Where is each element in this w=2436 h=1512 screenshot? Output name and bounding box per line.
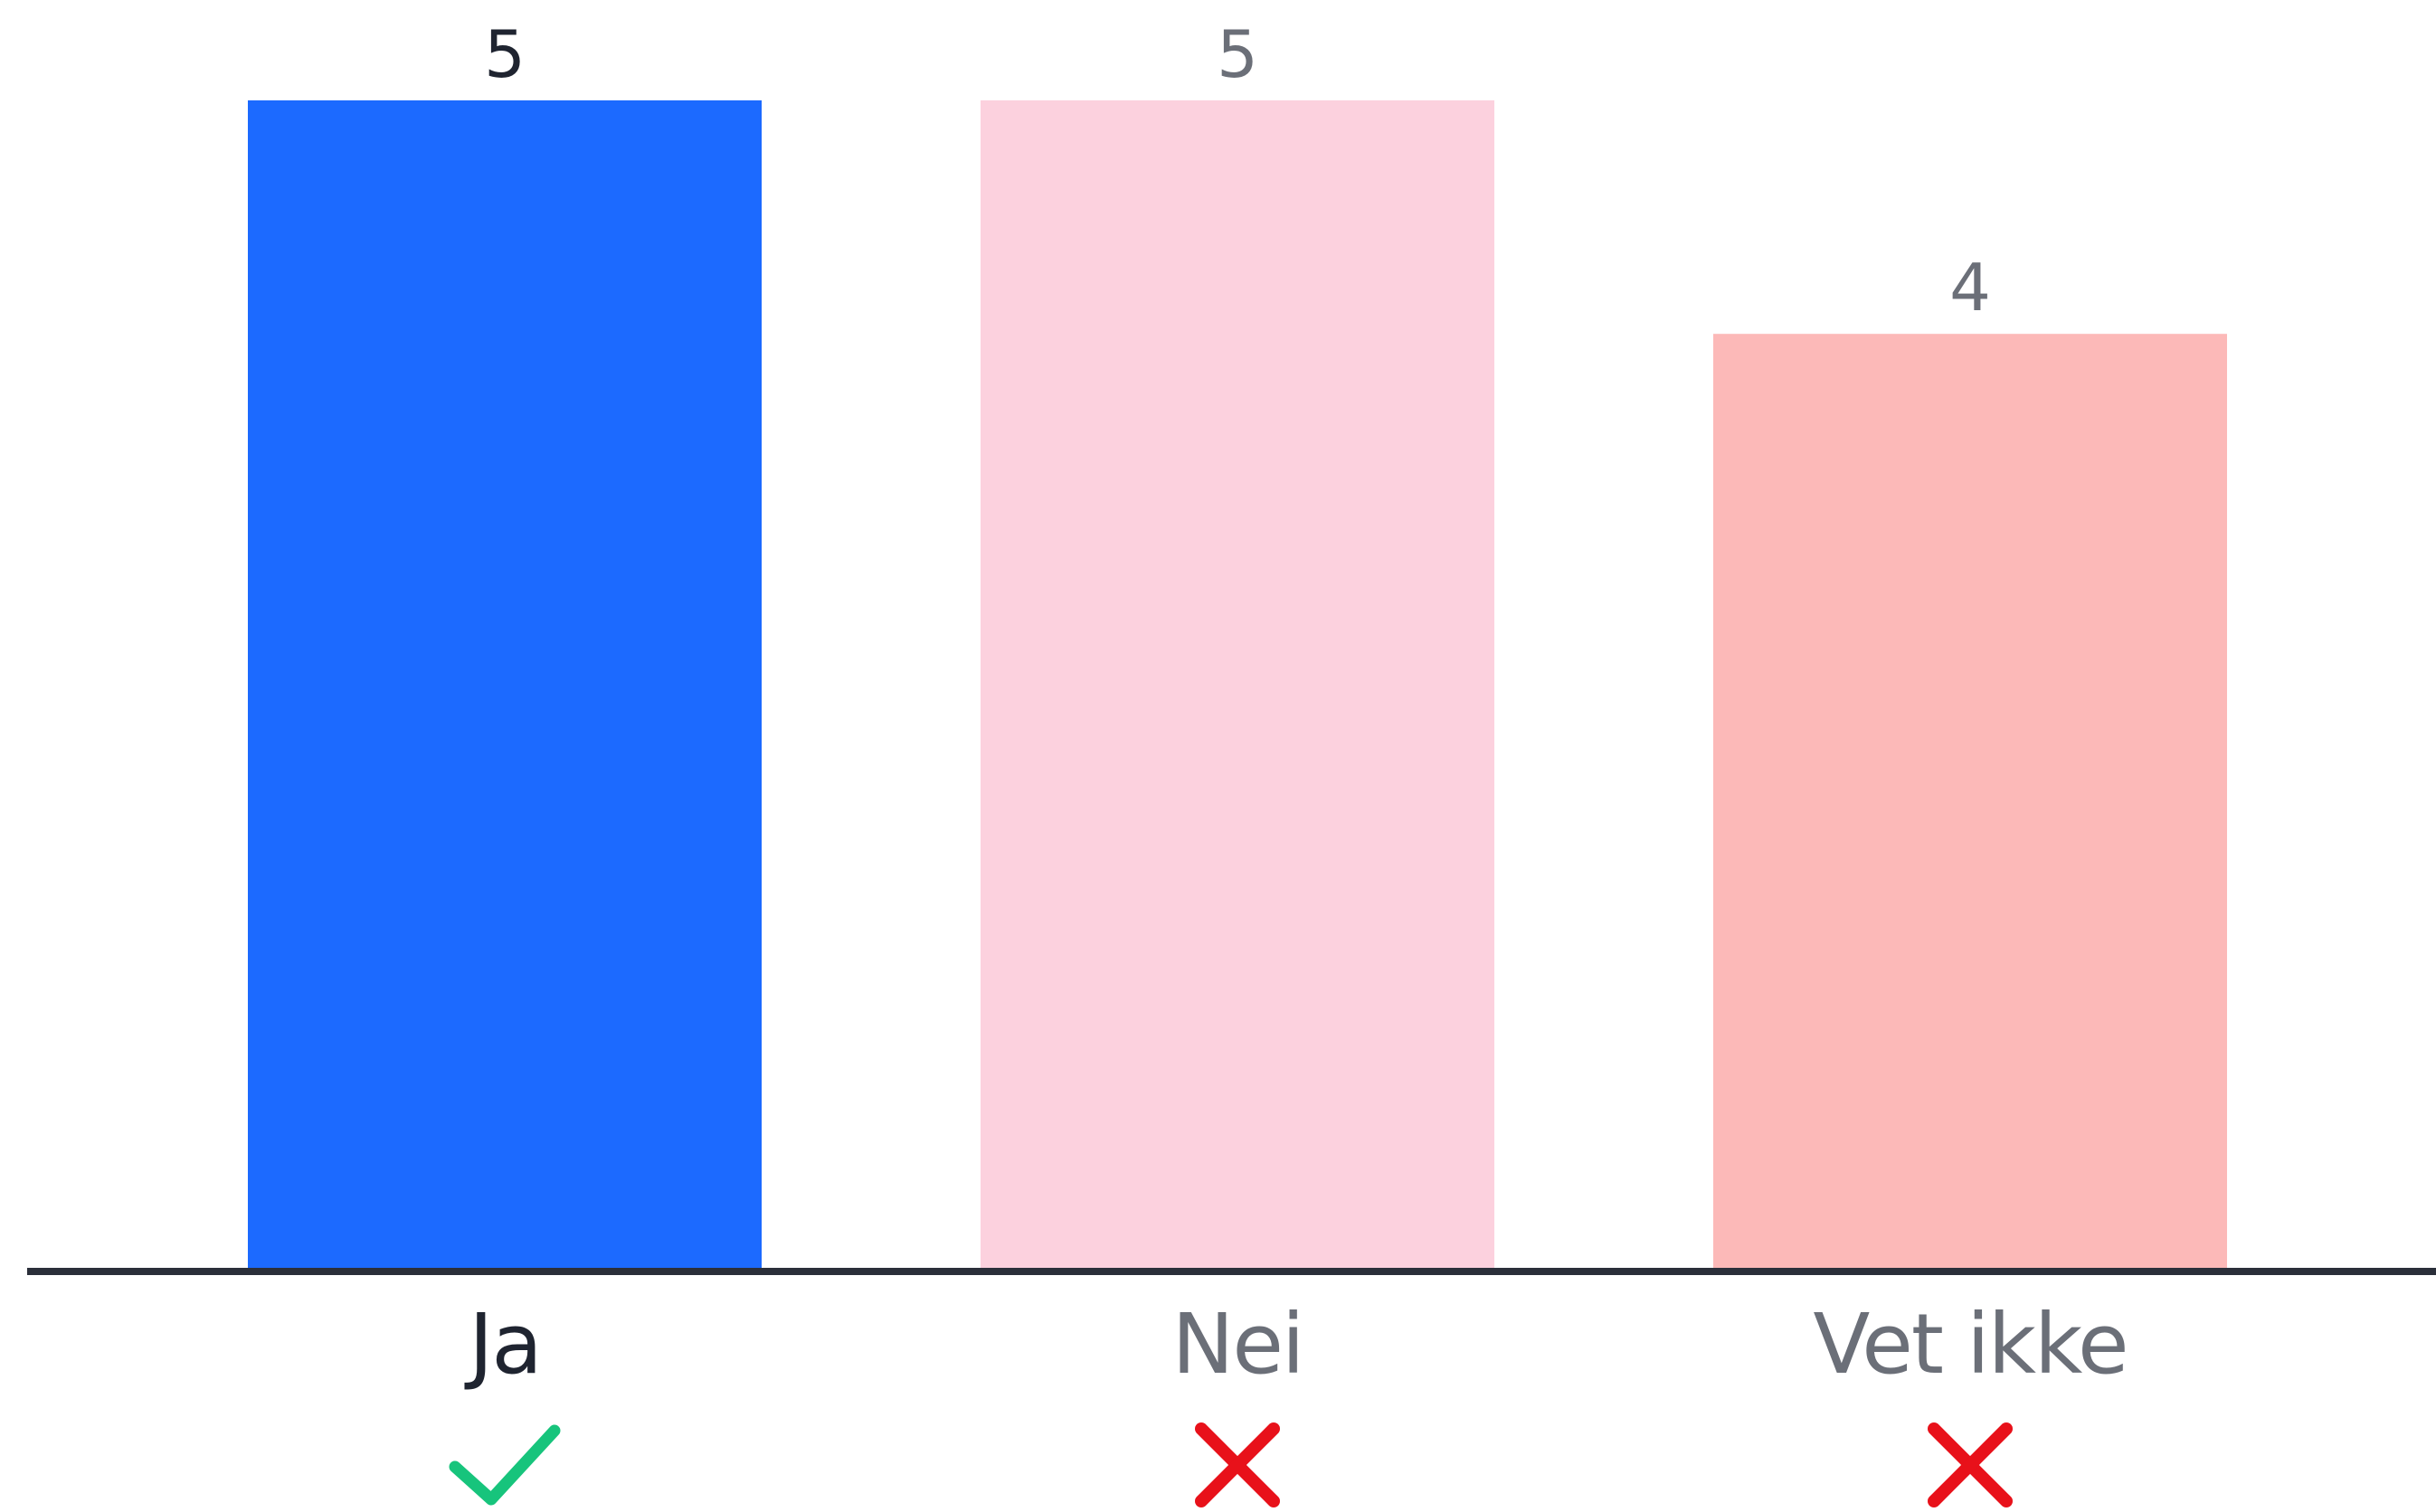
bar-ja — [248, 100, 762, 1268]
bar-nei — [981, 100, 1494, 1268]
category-label-ja: Ja — [464, 1296, 541, 1393]
category-label-vet-ikke: Vet ikke — [1813, 1296, 2127, 1393]
category-labels-group: Ja Nei Vet ikke — [464, 1296, 2128, 1393]
bar-vet-ikke — [1713, 334, 2227, 1269]
value-labels-group: 5 5 4 — [484, 16, 1991, 326]
bars-group — [248, 100, 2227, 1269]
check-icon-ja — [449, 1424, 561, 1506]
category-label-nei: Nei — [1172, 1296, 1303, 1393]
value-label-nei: 5 — [1217, 16, 1258, 92]
cross-icon-nei — [1195, 1422, 1280, 1507]
answer-markers-group — [449, 1422, 2013, 1507]
cross-icon-vet-ikke — [1928, 1422, 2013, 1507]
value-label-vet-ikke: 4 — [1949, 250, 1991, 326]
value-label-ja: 5 — [484, 16, 526, 92]
